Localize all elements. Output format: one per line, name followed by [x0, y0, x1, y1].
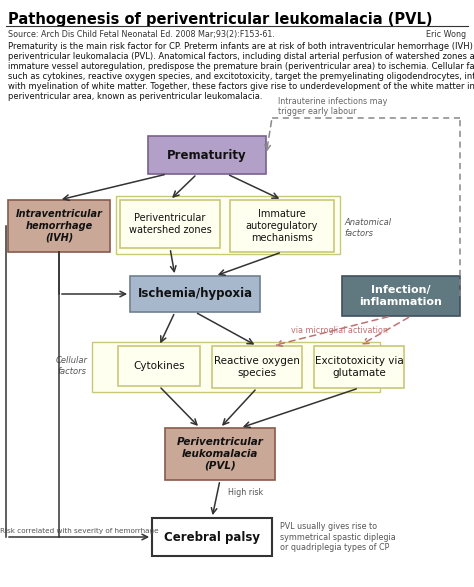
FancyBboxPatch shape — [148, 136, 266, 174]
Text: with myelination of white matter. Together, these factors give rise to underdeve: with myelination of white matter. Togeth… — [8, 82, 474, 91]
FancyBboxPatch shape — [165, 428, 275, 480]
Text: High risk: High risk — [228, 488, 263, 497]
Text: such as cytokines, reactive oxygen species, and excitotoxicity, target the premy: such as cytokines, reactive oxygen speci… — [8, 72, 474, 81]
Text: Eric Wong: Eric Wong — [426, 30, 466, 39]
Text: Reactive oxygen
species: Reactive oxygen species — [214, 356, 300, 378]
Text: Source: Arch Dis Child Fetal Neonatal Ed. 2008 Mar;93(2):F153-61.: Source: Arch Dis Child Fetal Neonatal Ed… — [8, 30, 275, 39]
Text: PVL usually gives rise to
symmetrical spastic diplegia
or quadriplegia types of : PVL usually gives rise to symmetrical sp… — [280, 522, 396, 552]
Text: Prematurity: Prematurity — [167, 149, 247, 161]
Text: Immature
autoregulatory
mechanisms: Immature autoregulatory mechanisms — [246, 210, 318, 242]
Text: Cytokines: Cytokines — [133, 361, 185, 371]
Text: Cellular
factors: Cellular factors — [56, 356, 88, 376]
Text: Risk correlated with severity of hemorrhage: Risk correlated with severity of hemorrh… — [0, 528, 158, 534]
Text: Prematurity is the main risk factor for CP. Preterm infants are at risk of both : Prematurity is the main risk factor for … — [8, 42, 474, 51]
FancyBboxPatch shape — [152, 518, 272, 556]
Text: immature vessel autoregulation, predispose the premature brain (periventricular : immature vessel autoregulation, predispo… — [8, 62, 474, 71]
Text: Periventricular
watershed zones: Periventricular watershed zones — [128, 213, 211, 235]
Text: Ischemia/hypoxia: Ischemia/hypoxia — [137, 288, 253, 301]
Text: periventricular leukomalacia (PVL). Anatomical factors, including distal arteria: periventricular leukomalacia (PVL). Anat… — [8, 52, 474, 61]
Text: Infection/
inflammation: Infection/ inflammation — [360, 285, 442, 307]
FancyBboxPatch shape — [130, 276, 260, 312]
FancyBboxPatch shape — [118, 346, 200, 386]
FancyBboxPatch shape — [8, 200, 110, 252]
Text: Cerebral palsy: Cerebral palsy — [164, 531, 260, 544]
Text: Pathogenesis of periventricular leukomalacia (PVL): Pathogenesis of periventricular leukomal… — [8, 12, 432, 27]
FancyBboxPatch shape — [212, 346, 302, 388]
FancyBboxPatch shape — [92, 342, 380, 392]
FancyBboxPatch shape — [116, 196, 340, 254]
Text: Excitotoxicity via
glutamate: Excitotoxicity via glutamate — [315, 356, 403, 378]
FancyBboxPatch shape — [342, 276, 460, 316]
Text: Intrauterine infections may
trigger early labour: Intrauterine infections may trigger earl… — [278, 97, 387, 116]
FancyBboxPatch shape — [230, 200, 334, 252]
Text: Periventricular
leukomalacia
(PVL): Periventricular leukomalacia (PVL) — [176, 437, 264, 471]
Text: Anatomical
factors: Anatomical factors — [344, 218, 391, 238]
Text: Intraventricular
hemorrhage
(IVH): Intraventricular hemorrhage (IVH) — [16, 210, 102, 242]
FancyBboxPatch shape — [314, 346, 404, 388]
FancyBboxPatch shape — [120, 200, 220, 248]
Text: via microglial activation: via microglial activation — [291, 326, 387, 335]
Text: periventricular area, known as periventricular leukomalacia.: periventricular area, known as periventr… — [8, 92, 263, 101]
